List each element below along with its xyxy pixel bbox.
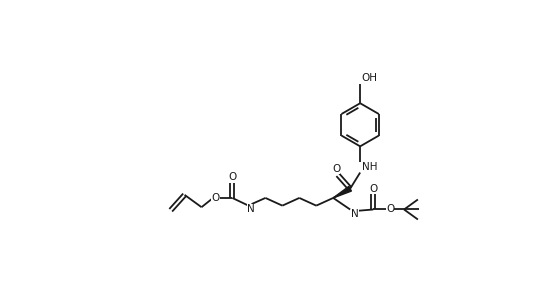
Text: O: O bbox=[332, 165, 340, 175]
Text: N: N bbox=[247, 204, 255, 214]
Text: OH: OH bbox=[362, 73, 377, 83]
Text: O: O bbox=[369, 184, 377, 194]
Polygon shape bbox=[333, 186, 352, 198]
Text: O: O bbox=[386, 204, 394, 214]
Text: O: O bbox=[228, 172, 236, 182]
Text: O: O bbox=[211, 193, 220, 203]
Text: N: N bbox=[351, 209, 358, 219]
Text: NH: NH bbox=[362, 162, 377, 172]
